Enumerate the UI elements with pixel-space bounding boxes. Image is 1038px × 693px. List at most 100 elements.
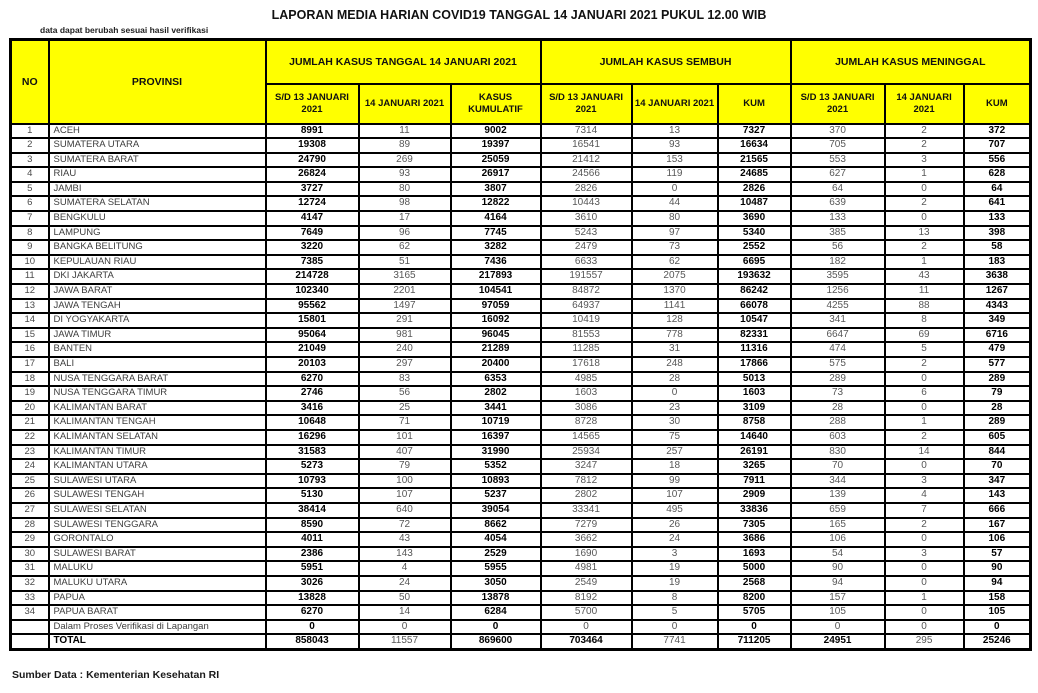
cell-province: NUSA TENGGARA BARAT xyxy=(47,370,267,388)
cell-14jan_sembuh: 30 xyxy=(630,414,719,431)
cell-sd13_meninggal: 474 xyxy=(789,341,886,358)
cell-14jan_kasus: 50 xyxy=(357,589,452,607)
cell-province: BALI xyxy=(47,356,267,373)
cell-14jan_meninggal: 14 xyxy=(883,443,965,461)
cell-row-number: 26 xyxy=(9,487,50,504)
cell-row-number xyxy=(9,633,50,651)
header-no: NO xyxy=(9,38,50,125)
cell-kasus_kumulatif: 39054 xyxy=(449,501,542,519)
cell-sd13_sembuh: 4981 xyxy=(539,560,633,577)
cell-kasus_kumulatif: 96045 xyxy=(449,326,542,344)
cell-sd13_meninggal: 139 xyxy=(789,487,886,504)
cell-kum_sembuh: 1693 xyxy=(716,545,792,563)
cell-sd13_kasus: 31583 xyxy=(264,443,360,461)
cell-kum_meninggal: 347 xyxy=(962,472,1032,490)
cell-sd13_meninggal: 157 xyxy=(789,589,886,607)
cell-kum_meninggal: 64 xyxy=(962,180,1032,198)
cell-14jan_meninggal: 7 xyxy=(883,501,965,519)
cell-sd13_kasus: 3026 xyxy=(264,574,360,592)
cell-kasus_kumulatif: 3441 xyxy=(449,399,542,417)
cell-row-number: 34 xyxy=(9,604,50,621)
cell-province: SULAWESI TENGGARA xyxy=(47,516,267,534)
total-row: TOTAL 858043 11557 869600 703464 7741 711205 24… xyxy=(9,633,1032,651)
cell-14jan_sembuh: 107 xyxy=(630,487,719,504)
cell-14jan_meninggal: 2 xyxy=(883,516,965,534)
table-row: 24 KALIMANTAN UTARA 5273 79 5352 3247 18 3265 70… xyxy=(9,458,1032,475)
cell-kum_meninggal: 6716 xyxy=(962,326,1032,344)
cell-kum_meninggal: 70 xyxy=(962,458,1032,475)
cell-14jan_meninggal: 0 xyxy=(883,604,965,621)
cell-14jan_kasus: 79 xyxy=(357,458,452,475)
cell-kasus_kumulatif: 3282 xyxy=(449,239,542,256)
table-row: 9 BANGKA BELITUNG 3220 62 3282 2479 73 2552 56 2 5… xyxy=(9,239,1032,256)
cell-row-number: 15 xyxy=(9,326,50,344)
cell-row-number: 4 xyxy=(9,166,50,183)
cell-14jan_sembuh: 19 xyxy=(630,574,719,592)
cell-kum_sembuh: 193632 xyxy=(716,268,792,286)
cell-kum_meninggal: 289 xyxy=(962,370,1032,388)
cell-province: KEPULAUAN RIAU xyxy=(47,253,267,271)
cell-sd13_meninggal: 4255 xyxy=(789,297,886,315)
cell-14jan_meninggal: 0 xyxy=(883,618,965,636)
table-row: 11 DKI JAKARTA 214728 3165 217893 191557 2075 1… xyxy=(9,268,1032,286)
cell-14jan_meninggal: 0 xyxy=(883,560,965,577)
cell-14jan_sembuh: 26 xyxy=(630,516,719,534)
header-sub-row: S/D 13 JANUARI 2021 14 JANUARI 2021 KASU… xyxy=(11,82,1032,125)
table-row: 25 SULAWESI UTARA 10793 100 10893 7812 99 7911 3… xyxy=(9,472,1032,490)
cell-sd13_sembuh: 7812 xyxy=(539,472,633,490)
cell-kum_meninggal: 349 xyxy=(962,312,1032,329)
cell-province: JAWA TIMUR xyxy=(47,326,267,344)
cell-sd13_kasus: 5951 xyxy=(264,560,360,577)
cell-sd13_sembuh: 33341 xyxy=(539,501,633,519)
cell-province: KALIMANTAN TIMUR xyxy=(47,443,267,461)
table-row: 30 SULAWESI BARAT 2386 143 2529 1690 3 1693 54 3 5… xyxy=(9,545,1032,563)
cell-kasus_kumulatif: 3050 xyxy=(449,574,542,592)
cell-14jan_meninggal: 0 xyxy=(883,399,965,417)
cell-14jan_meninggal: 11 xyxy=(883,283,965,300)
cell-kum_meninggal: 844 xyxy=(962,443,1032,461)
cell-kum_meninggal: 0 xyxy=(962,618,1032,636)
cell-row-number: 3 xyxy=(9,151,50,169)
cell-province: SULAWESI UTARA xyxy=(47,472,267,490)
cell-14jan_sembuh: 19 xyxy=(630,560,719,577)
cell-kasus_kumulatif: 19397 xyxy=(449,137,542,154)
cell-kasus_kumulatif: 2802 xyxy=(449,385,542,402)
cell-row-number: 28 xyxy=(9,516,50,534)
cell-province: RIAU xyxy=(47,166,267,183)
cell-sd13_sembuh: 3086 xyxy=(539,399,633,417)
cell-province: MALUKU xyxy=(47,560,267,577)
cell-14jan_kasus: 297 xyxy=(357,356,452,373)
cell-kum_sembuh: 2552 xyxy=(716,239,792,256)
cell-kum_meninggal: 133 xyxy=(962,210,1032,227)
table-row: 31 MALUKU 5951 4 5955 4981 19 5000 90 0 90 xyxy=(9,560,1032,577)
cell-sd13_meninggal: 3595 xyxy=(789,268,886,286)
cell-kasus_kumulatif: 8662 xyxy=(449,516,542,534)
cell-sd13_meninggal: 94 xyxy=(789,574,886,592)
cell-kum_meninggal: 479 xyxy=(962,341,1032,358)
cell-kum_sembuh: 14640 xyxy=(716,428,792,446)
cell-14jan_meninggal: 2 xyxy=(883,428,965,446)
cell-sd13_sembuh: 703464 xyxy=(539,633,633,651)
cell-sd13_kasus: 20103 xyxy=(264,356,360,373)
cell-14jan_kasus: 0 xyxy=(357,618,452,636)
cell-province: BENGKULU xyxy=(47,210,267,227)
table-row: 26 SULAWESI TENGAH 5130 107 5237 2802 107 2909 1… xyxy=(9,487,1032,504)
cell-province: PAPUA BARAT xyxy=(47,604,267,621)
table-row: 33 PAPUA 13828 50 13878 8192 8 8200 157 1 158 xyxy=(9,589,1032,607)
cell-kum_sembuh: 8200 xyxy=(716,589,792,607)
cell-kum_meninggal: 556 xyxy=(962,151,1032,169)
cell-14jan_sembuh: 75 xyxy=(630,428,719,446)
cell-14jan_meninggal: 0 xyxy=(883,180,965,198)
table-row: 10 KEPULAUAN RIAU 7385 51 7436 6633 62 6695 182 1… xyxy=(9,253,1032,271)
cell-province: DKI JAKARTA xyxy=(47,268,267,286)
header-kasus-sd13: S/D 13 JANUARI 2021 xyxy=(264,82,360,125)
cell-sd13_kasus: 13828 xyxy=(264,589,360,607)
cell-sd13_sembuh: 1603 xyxy=(539,385,633,402)
cell-14jan_meninggal: 3 xyxy=(883,151,965,169)
cell-province: TOTAL xyxy=(47,633,267,651)
cell-sd13_kasus: 21049 xyxy=(264,341,360,358)
table-row: 32 MALUKU UTARA 3026 24 3050 2549 19 2568 94 0 94 xyxy=(9,574,1032,592)
cell-sd13_kasus: 3416 xyxy=(264,399,360,417)
cell-sd13_kasus: 6270 xyxy=(264,370,360,388)
cell-14jan_kasus: 17 xyxy=(357,210,452,227)
